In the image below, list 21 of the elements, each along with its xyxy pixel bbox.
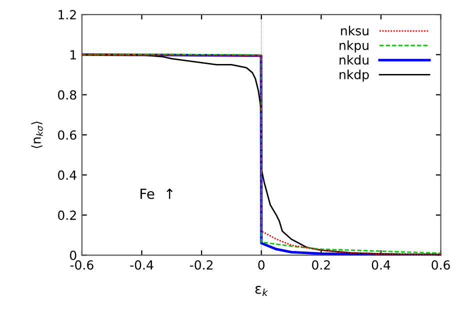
x-tick-label: -0.4 xyxy=(130,260,154,270)
x-axis-title: ε$_{k}$ xyxy=(255,286,268,296)
x-tick-label: 0.4 xyxy=(372,260,390,270)
x-tick-label: 0.6 xyxy=(432,260,450,270)
annotation: Fe ↑ xyxy=(140,188,173,200)
y-tick-label: 0.4 xyxy=(58,170,76,180)
legend-label: nksu xyxy=(341,26,368,36)
legend-label: nkpu xyxy=(340,40,368,52)
x-tick-label: -0.2 xyxy=(190,260,213,270)
legend-label: nkdp xyxy=(340,70,369,82)
x-tick-label: 0.2 xyxy=(312,260,330,270)
y-tick-label: 0.8 xyxy=(58,90,76,100)
y-axis-title: ⟨n$_{kσ}$⟩ xyxy=(31,122,43,148)
x-tick-label: 0 xyxy=(258,260,265,270)
y-tick-label: 0 xyxy=(70,250,76,260)
y-tick-label: 0.2 xyxy=(58,210,76,220)
x-tick-label: -0.6 xyxy=(70,260,94,270)
y-tick-label: 0.6 xyxy=(58,130,76,140)
legend-label: nkdu xyxy=(340,54,368,65)
y-tick-label: 1.2 xyxy=(58,10,76,20)
y-tick-label: 1 xyxy=(70,50,76,60)
